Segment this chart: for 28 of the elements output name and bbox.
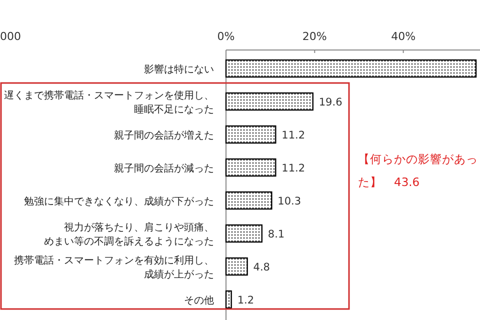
bar <box>225 59 477 78</box>
annotation: 【何らかの影響があった】 43.6 <box>358 152 478 189</box>
y-tick-label: 影響は特にない <box>144 64 214 76</box>
bar <box>225 125 276 144</box>
text: 000 <box>0 30 21 43</box>
data-label: 8.1 <box>268 228 285 240</box>
y-tick-label: 携帯電話・スマートフォンを有効に利用し、成績が上がった <box>14 254 214 280</box>
y-tick-label: 親子間の会話が増えた <box>114 130 214 142</box>
data-label: 19.6 <box>318 96 343 108</box>
data-label: 11.2 <box>282 162 306 174</box>
data-label: 10.3 <box>278 196 302 208</box>
x-tick-label: 40% <box>391 30 416 43</box>
y-tick-label: 視力が落ちたり、肩こりや頭痛、めまい等の不調を訴えるようになった <box>44 222 214 248</box>
y-tick-label: 勉強に集中できなくなり、成績が下がった <box>24 196 214 208</box>
bar <box>225 257 248 276</box>
bar <box>225 92 314 111</box>
y-tick-label: 親子間の会話が減った <box>114 162 214 174</box>
bar <box>225 158 276 177</box>
y-tick-label: 遅くまで携帯電話・スマートフォンを使用し、睡眠不足になった <box>4 90 214 116</box>
data-label: 4.8 <box>253 262 270 274</box>
bar <box>225 191 272 210</box>
y-tick-label: その他 <box>184 294 214 306</box>
x-tick-label: 0% <box>217 30 235 43</box>
bar <box>225 290 232 309</box>
data-label: 1.2 <box>237 294 254 306</box>
bar <box>225 224 263 243</box>
x-tick-label: 20% <box>302 30 327 43</box>
data-label: 11.2 <box>282 130 306 142</box>
